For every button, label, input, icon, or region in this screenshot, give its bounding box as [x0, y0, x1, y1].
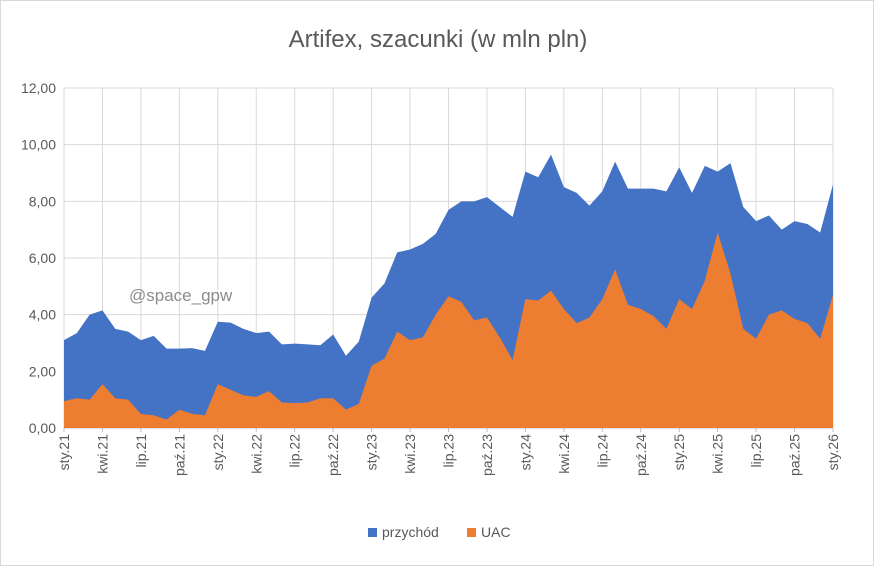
- x-tick-label: lip.21: [133, 434, 149, 468]
- y-tick-label: 4,00: [29, 307, 56, 323]
- x-axis-ticks: sty.21 kwi.21 lip.21 paź.21 sty.22 kwi.22 lip.…: [56, 428, 841, 476]
- watermark-text: @space_gpw: [129, 286, 233, 305]
- x-tick-label: kwi.21: [94, 434, 110, 474]
- y-tick-label: 8,00: [29, 193, 56, 209]
- y-tick-label: 6,00: [29, 250, 56, 266]
- x-tick-label: sty.26: [825, 434, 841, 471]
- x-tick-label: kwi.23: [402, 434, 418, 474]
- legend-label: UAC: [481, 524, 511, 540]
- x-tick-label: sty.23: [364, 434, 380, 471]
- legend: przychód UAC: [368, 524, 511, 540]
- x-tick-label: sty.24: [517, 434, 533, 471]
- x-tick-label: lip.25: [748, 434, 764, 468]
- x-tick-label: kwi.24: [556, 434, 572, 474]
- x-tick-label: lip.24: [594, 434, 610, 468]
- x-tick-label: paź.24: [633, 434, 649, 476]
- x-tick-label: paź.23: [479, 434, 495, 476]
- area-series-uac: [64, 232, 833, 428]
- x-tick-label: sty.25: [671, 434, 687, 471]
- x-tick-label: sty.22: [210, 434, 226, 471]
- x-tick-label: paź.25: [787, 434, 803, 476]
- y-tick-label: 0,00: [29, 420, 56, 436]
- x-tick-label: paź.22: [325, 434, 341, 476]
- y-tick-label: 12,00: [21, 80, 56, 96]
- y-axis-ticks: 0,00 2,00 4,00 6,00 8,00 10,00 12,00: [21, 80, 56, 436]
- y-tick-label: 2,00: [29, 363, 56, 379]
- legend-swatch: [368, 528, 377, 537]
- series-areas: [64, 154, 833, 428]
- x-tick-label: lip.22: [287, 434, 303, 468]
- x-tick-label: kwi.22: [248, 434, 264, 474]
- legend-label: przychód: [382, 524, 439, 540]
- x-tick-label: sty.21: [56, 434, 72, 471]
- x-tick-label: kwi.25: [710, 434, 726, 474]
- y-tick-label: 10,00: [21, 137, 56, 153]
- legend-swatch: [467, 528, 476, 537]
- x-tick-label: lip.23: [441, 434, 457, 468]
- x-tick-label: paź.21: [171, 434, 187, 476]
- chart-title: Artifex, szacunki (w mln pln): [289, 26, 588, 53]
